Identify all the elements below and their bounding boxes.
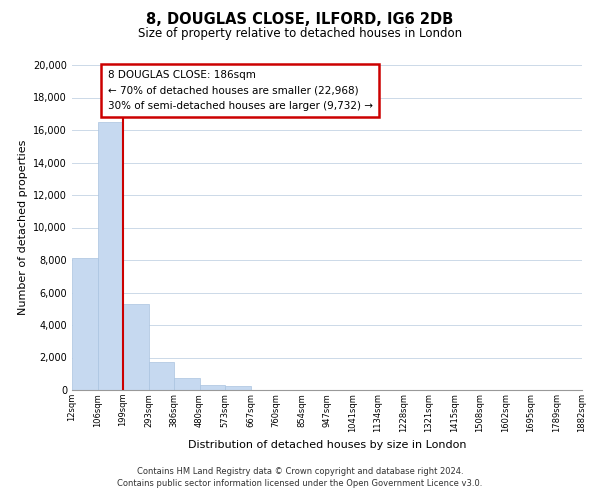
Text: Contains HM Land Registry data © Crown copyright and database right 2024.: Contains HM Land Registry data © Crown c… <box>137 467 463 476</box>
X-axis label: Distribution of detached houses by size in London: Distribution of detached houses by size … <box>188 440 466 450</box>
Bar <box>225 386 251 390</box>
Bar <box>97 122 123 390</box>
Y-axis label: Number of detached properties: Number of detached properties <box>18 140 28 315</box>
Text: 8 DOUGLAS CLOSE: 186sqm
← 70% of detached houses are smaller (22,968)
30% of sem: 8 DOUGLAS CLOSE: 186sqm ← 70% of detache… <box>108 70 373 111</box>
Text: Size of property relative to detached houses in London: Size of property relative to detached ho… <box>138 28 462 40</box>
Bar <box>123 304 149 390</box>
Text: 8, DOUGLAS CLOSE, ILFORD, IG6 2DB: 8, DOUGLAS CLOSE, ILFORD, IG6 2DB <box>146 12 454 28</box>
Bar <box>199 385 225 390</box>
Bar <box>72 258 97 390</box>
Bar <box>174 378 199 390</box>
Bar <box>149 362 174 390</box>
Text: Contains public sector information licensed under the Open Government Licence v3: Contains public sector information licen… <box>118 478 482 488</box>
